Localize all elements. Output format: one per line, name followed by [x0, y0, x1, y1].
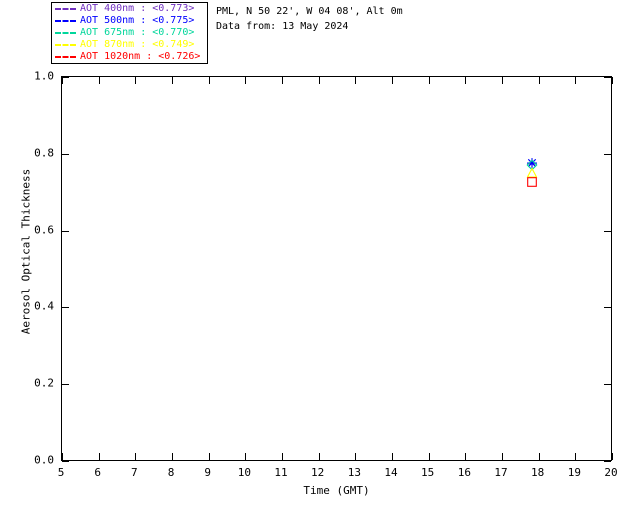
x-axis-tick: [208, 453, 210, 460]
x-axis-tick: [392, 453, 393, 460]
legend-line-swatch: [55, 44, 76, 46]
x-axis-tick-label: 18: [531, 466, 545, 479]
legend-entry-label: AOT 1020nm : <0.726>: [80, 51, 201, 62]
x-axis-tick-label: 12: [311, 466, 325, 479]
x-axis-tick: [318, 453, 320, 460]
x-axis-tick-label: 17: [494, 466, 508, 479]
x-axis-tick: [98, 77, 100, 84]
y-axis-tick: [604, 384, 611, 386]
legend-entry: AOT 500nm : <0.775>: [55, 15, 207, 27]
x-axis-tick: [282, 453, 283, 460]
x-axis-tick-label: 9: [204, 466, 211, 479]
y-axis-title: Aerosol Optical Thickness: [19, 168, 33, 335]
legend-entry-label: AOT 500nm : <0.775>: [80, 15, 195, 26]
x-axis-tick: [355, 453, 357, 460]
x-axis-tick: [538, 77, 540, 84]
x-axis-tick-label: 16: [457, 466, 471, 479]
legend-line-swatch: [55, 32, 76, 34]
legend-line-swatch: [55, 20, 76, 22]
y-axis-tick: [604, 153, 611, 155]
legend-entry-label: AOT 400nm : <0.773>: [80, 3, 195, 14]
x-axis-tick: [318, 77, 320, 84]
x-axis-tick-label: 19: [567, 466, 581, 479]
y-axis-tick-label: 0.0: [34, 453, 54, 467]
x-axis-tick: [502, 453, 503, 460]
x-axis-tick: [355, 77, 357, 84]
legend-line-swatch: [55, 56, 76, 58]
x-axis-tick: [612, 453, 613, 460]
x-axis-tick: [428, 453, 430, 460]
data-point-marker: [527, 154, 538, 173]
x-axis-title: Time (GMT): [303, 484, 370, 497]
x-axis-tick-label: 5: [57, 466, 65, 479]
y-axis-tick-label: 1.0: [34, 69, 54, 83]
x-axis-tick: [245, 453, 247, 460]
y-axis-tick-label: 0.6: [34, 223, 54, 237]
y-axis-tick-label: 0.8: [34, 146, 54, 160]
x-axis-tick-label: 11: [274, 466, 288, 479]
x-axis-tick: [538, 453, 540, 460]
plot-area: [62, 77, 611, 460]
legend-line-swatch: [55, 8, 76, 10]
legend-entry-label: AOT 870nm : <0.749>: [80, 39, 195, 50]
legend: AOT 400nm : <0.773> AOT 500nm : <0.775> AO…: [51, 2, 208, 64]
y-axis-tick: [604, 461, 611, 462]
x-axis-tick-label: 15: [421, 466, 435, 479]
y-axis-tick-label: 0.4: [34, 299, 54, 313]
x-axis-tick: [502, 77, 503, 84]
x-axis-tick-label: 13: [347, 466, 361, 479]
data-date-line: Data from: 13 May 2024: [216, 21, 349, 32]
data-point-marker: [527, 173, 538, 192]
y-axis-tick: [604, 77, 611, 78]
plot-frame: [61, 76, 613, 462]
legend-entry-label: AOT 675nm : <0.770>: [80, 27, 195, 38]
x-axis-tick: [465, 77, 467, 84]
y-axis-tick: [604, 307, 611, 309]
y-axis-tick: [62, 77, 69, 78]
y-axis-tick: [62, 230, 69, 232]
data-point-marker: [526, 156, 538, 175]
legend-entry: AOT 870nm : <0.749>: [55, 39, 207, 51]
x-axis-tick: [575, 77, 577, 84]
x-axis-tick: [612, 77, 613, 84]
header-annotation: PML, N 50 22', W 04 08', Alt 0m Data fro…: [216, 4, 403, 34]
legend-entry: AOT 1020nm : <0.726>: [55, 51, 207, 63]
x-axis-tick: [135, 77, 137, 84]
x-axis-tick: [245, 77, 247, 84]
site-location-line: PML, N 50 22', W 04 08', Alt 0m: [216, 6, 403, 17]
x-axis-tick: [282, 77, 283, 84]
y-axis-tick: [62, 384, 69, 386]
x-axis-tick: [135, 453, 137, 460]
x-axis-tick: [465, 453, 467, 460]
x-axis-tick-label: 14: [384, 466, 398, 479]
x-axis-tick-label: 10: [237, 466, 251, 479]
x-axis-tick: [172, 77, 173, 84]
x-axis-tick: [392, 77, 393, 84]
x-axis-tick-label: 8: [167, 466, 175, 479]
x-axis-tick-label: 20: [604, 466, 618, 479]
x-axis-tick-label: 6: [94, 466, 101, 479]
legend-entry: AOT 675nm : <0.770>: [55, 27, 207, 39]
x-axis-tick: [62, 453, 63, 460]
x-axis-tick: [172, 453, 173, 460]
data-point-marker: [526, 164, 538, 183]
x-axis-tick-label: 7: [131, 466, 138, 479]
x-axis-tick: [98, 453, 100, 460]
y-axis-tick: [62, 307, 69, 309]
x-axis-tick: [62, 77, 63, 84]
x-axis-tick: [575, 453, 577, 460]
x-axis-tick: [208, 77, 210, 84]
y-axis-tick: [62, 461, 69, 462]
y-axis-tick: [62, 153, 69, 155]
y-axis-tick-label: 0.2: [34, 376, 54, 390]
legend-entry: AOT 400nm : <0.773>: [55, 3, 207, 15]
y-axis-tick: [604, 230, 611, 232]
data-point-marker: [527, 155, 538, 174]
x-axis-tick: [428, 77, 430, 84]
